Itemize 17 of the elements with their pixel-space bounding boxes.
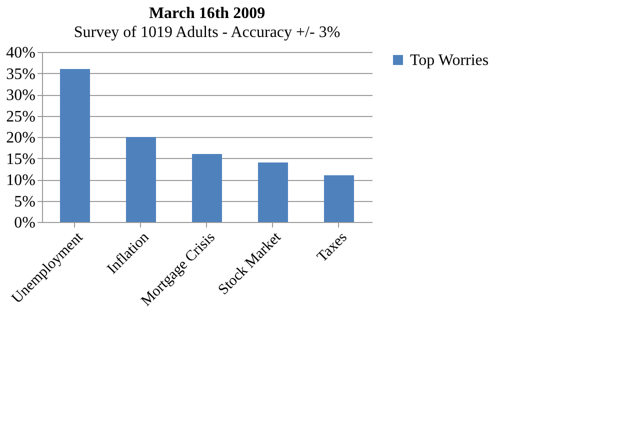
y-tick-label: 40% [6, 44, 36, 62]
y-tick-label: 20% [6, 130, 36, 146]
chart-subtitle: Survey of 1019 Adults - Accuracy +/- 3% [74, 24, 340, 41]
y-tick-label: 25% [6, 108, 36, 126]
y-tick-label: 10% [6, 172, 36, 189]
bar [258, 162, 288, 222]
bar [60, 69, 90, 222]
chart-title: March 16th 2009 [148, 5, 266, 22]
y-tick-label: 15% [6, 150, 36, 168]
y-tick-label: 35% [6, 66, 36, 83]
y-tick-label: 0% [14, 214, 36, 232]
legend-label: Top Worries [410, 52, 489, 69]
bar [324, 175, 354, 222]
y-tick-label: 30% [6, 87, 36, 104]
bar [192, 154, 222, 222]
bar [126, 137, 156, 222]
y-tick-label: 5% [14, 193, 36, 210]
